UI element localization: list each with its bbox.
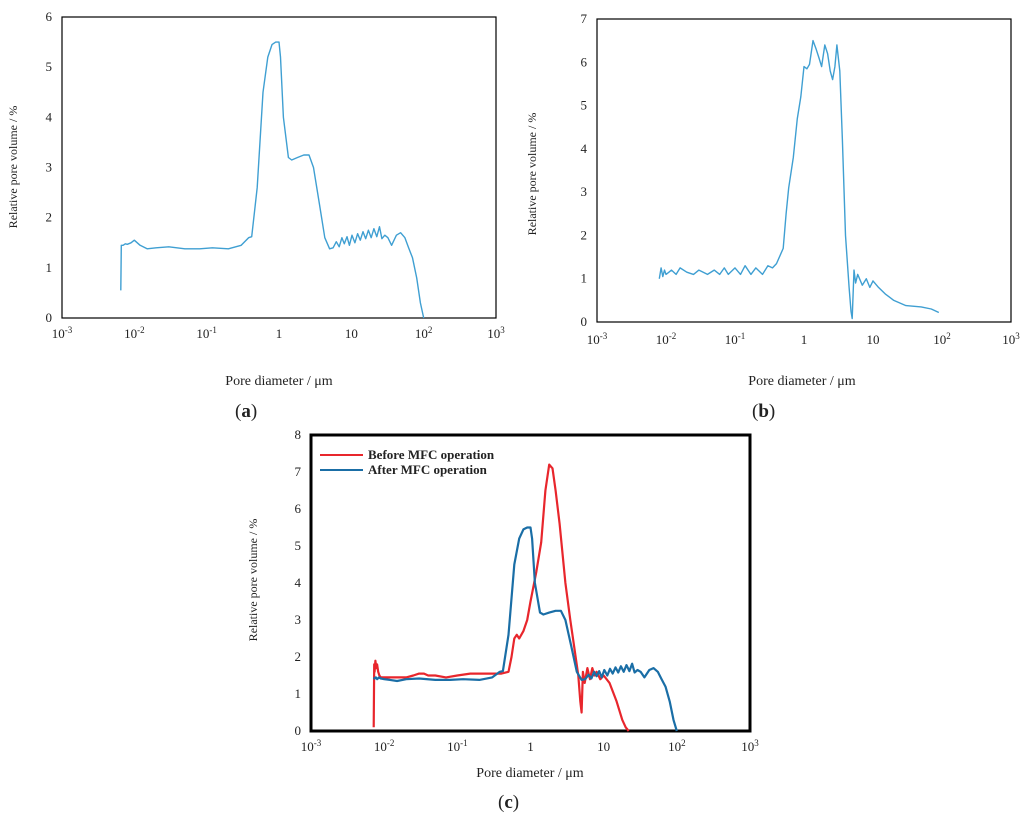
x-tick-label: 10 [867, 332, 880, 347]
chart-b-x-axis-label: Pore diameter / μm [748, 374, 856, 389]
x-tick-label: 10-3 [587, 331, 608, 347]
chart-c-panel-label: (c) [498, 792, 519, 813]
x-tick-label: 10-3 [301, 738, 322, 754]
y-tick-label: 4 [295, 575, 302, 590]
x-tick-label: 10-2 [124, 325, 145, 341]
legend-label-before: Before MFC operation [368, 447, 495, 462]
x-tick-label: 10-2 [374, 738, 395, 754]
y-tick-label: 0 [295, 723, 302, 738]
x-tick-label: 103 [1002, 331, 1020, 347]
y-tick-label: 1 [581, 271, 588, 286]
y-tick-label: 1 [295, 686, 302, 701]
y-tick-label: 8 [295, 427, 302, 442]
chart-c-legend: Before MFC operation After MFC operation [320, 447, 495, 477]
chart-a-ticks: 10-3 10-2 10-1 1 10 102 103 0 1 2 3 4 5 6 [46, 9, 506, 341]
y-tick-label: 7 [581, 11, 588, 26]
x-tick-label: 1 [801, 332, 808, 347]
y-tick-label: 0 [581, 314, 588, 329]
chart-b-ticks: 10-3 10-2 10-1 1 10 102 103 0 1 2 3 4 5 6 7 [581, 11, 1021, 347]
y-tick-label: 2 [295, 649, 302, 664]
x-tick-label: 102 [933, 331, 951, 347]
x-tick-label: 10-1 [196, 325, 217, 341]
y-tick-label: 5 [295, 538, 302, 553]
x-tick-label: 10-3 [52, 325, 73, 341]
x-tick-label: 10-2 [656, 331, 677, 347]
y-tick-label: 4 [581, 141, 588, 156]
x-tick-label: 103 [741, 738, 759, 754]
y-tick-label: 5 [581, 98, 588, 113]
y-tick-label: 4 [46, 109, 53, 124]
chart-b-series [658, 39, 940, 320]
chart-c-plot-frame [309, 433, 752, 733]
y-tick-label: 6 [581, 54, 588, 69]
series-line-pore-volume [658, 39, 940, 320]
x-tick-label: 1 [527, 739, 534, 754]
chart-b-panel-label: (b) [752, 401, 775, 422]
y-tick-label: 6 [46, 9, 53, 24]
y-tick-label: 7 [295, 464, 302, 479]
y-tick-label: 6 [295, 501, 302, 516]
x-tick-label: 102 [668, 738, 686, 754]
chart-a-plot-frame [61, 16, 497, 319]
y-tick-label: 3 [46, 160, 53, 175]
chart-c-x-axis-label: Pore diameter / μm [476, 766, 584, 781]
y-tick-label: 3 [295, 612, 302, 627]
x-tick-label: 10-1 [447, 738, 468, 754]
x-tick-label: 10 [345, 326, 358, 341]
chart-a-series [120, 41, 425, 319]
chart-a-x-axis-label: Pore diameter / μm [225, 374, 333, 389]
x-tick-label: 10 [597, 739, 610, 754]
chart-a: 10-3 10-2 10-1 1 10 102 103 0 1 2 3 4 5 6 Pore diamet… [6, 9, 505, 422]
chart-c-y-axis-label: Relative pore volume / % [246, 519, 260, 642]
chart-c: 10-3 10-2 10-1 1 10 102 103 0 1 2 3 4 5 6 7 8 Before MF… [246, 427, 759, 813]
y-tick-label: 2 [46, 210, 53, 225]
series-line-pore-volume [120, 41, 425, 319]
chart-b: 10-3 10-2 10-1 1 10 102 103 0 1 2 3 4 5 6 7 Pore diame… [525, 11, 1020, 422]
x-tick-label: 10-1 [725, 331, 746, 347]
chart-c-ticks: 10-3 10-2 10-1 1 10 102 103 0 1 2 3 4 5 6 7 8 [295, 427, 760, 754]
legend-label-after: After MFC operation [368, 462, 488, 477]
x-tick-label: 103 [487, 325, 505, 341]
series-line-after-mfc [372, 526, 678, 732]
chart-b-y-axis-label: Relative pore volume / % [525, 113, 539, 236]
x-tick-label: 102 [415, 325, 433, 341]
y-tick-label: 3 [581, 184, 588, 199]
chart-a-y-axis-label: Relative pore volume / % [6, 106, 20, 229]
chart-c-series [372, 463, 678, 732]
x-tick-label: 1 [276, 326, 283, 341]
y-tick-label: 1 [46, 260, 53, 275]
chart-a-panel-label: (a) [235, 401, 257, 422]
y-tick-label: 2 [581, 227, 588, 242]
y-tick-label: 5 [46, 59, 53, 74]
y-tick-label: 0 [46, 310, 53, 325]
